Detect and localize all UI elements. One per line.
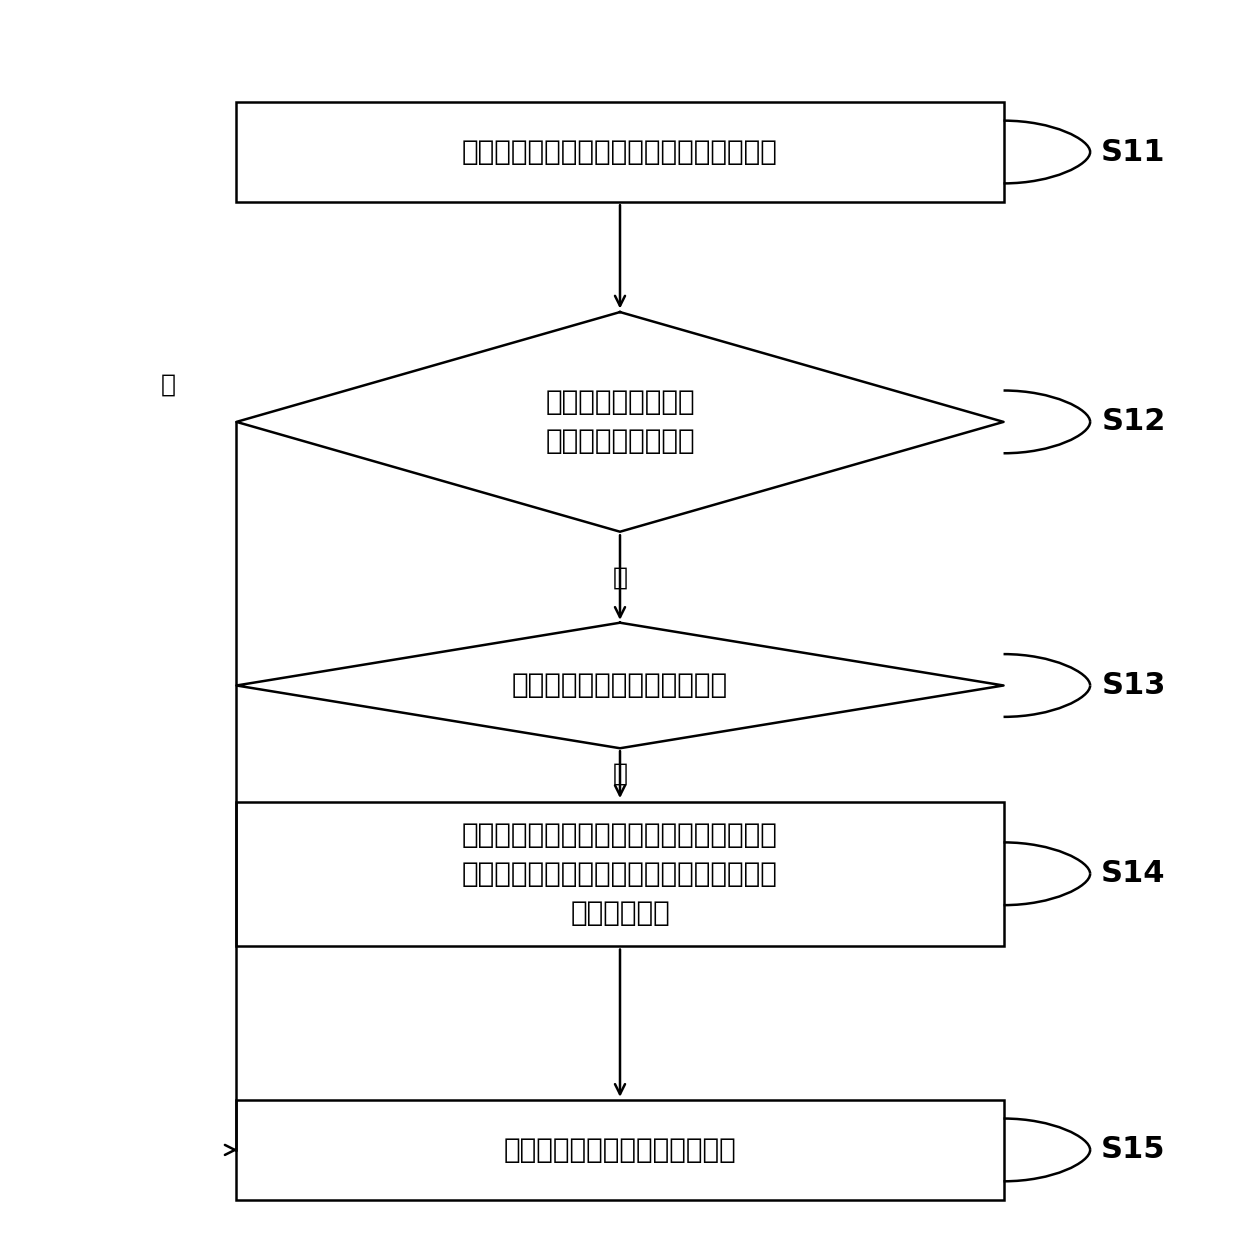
Polygon shape <box>237 312 1003 532</box>
Text: S12: S12 <box>1101 408 1166 437</box>
Text: 否: 否 <box>161 372 176 396</box>
Text: S13: S13 <box>1101 671 1166 699</box>
FancyBboxPatch shape <box>237 102 1003 203</box>
Text: S15: S15 <box>1101 1136 1166 1165</box>
Text: 是: 是 <box>613 761 627 785</box>
Text: S14: S14 <box>1101 859 1166 888</box>
FancyBboxPatch shape <box>237 801 1003 946</box>
Text: S11: S11 <box>1101 137 1166 166</box>
FancyBboxPatch shape <box>237 1099 1003 1200</box>
Text: 判断相电压是否超出保护阈值: 判断相电压是否超出保护阈值 <box>512 672 728 699</box>
Text: 向解列装置中的继电器模块输出跳闸控制信
号，以便继电器模块断开水电机组与电网系
统的连接开关: 向解列装置中的继电器模块输出跳闸控制信 号，以便继电器模块断开水电机组与电网系 … <box>463 820 777 927</box>
Polygon shape <box>237 623 1003 749</box>
Text: 判断相电压的电压变
化量是否大于预设值: 判断相电压的电压变 化量是否大于预设值 <box>546 389 694 455</box>
Text: 是: 是 <box>613 566 627 590</box>
Text: 获取并网的小水电站中的水电机组的相电压: 获取并网的小水电站中的水电机组的相电压 <box>463 138 777 166</box>
Text: 根据相电压对保护阈值进行更新: 根据相电压对保护阈值进行更新 <box>503 1136 737 1164</box>
